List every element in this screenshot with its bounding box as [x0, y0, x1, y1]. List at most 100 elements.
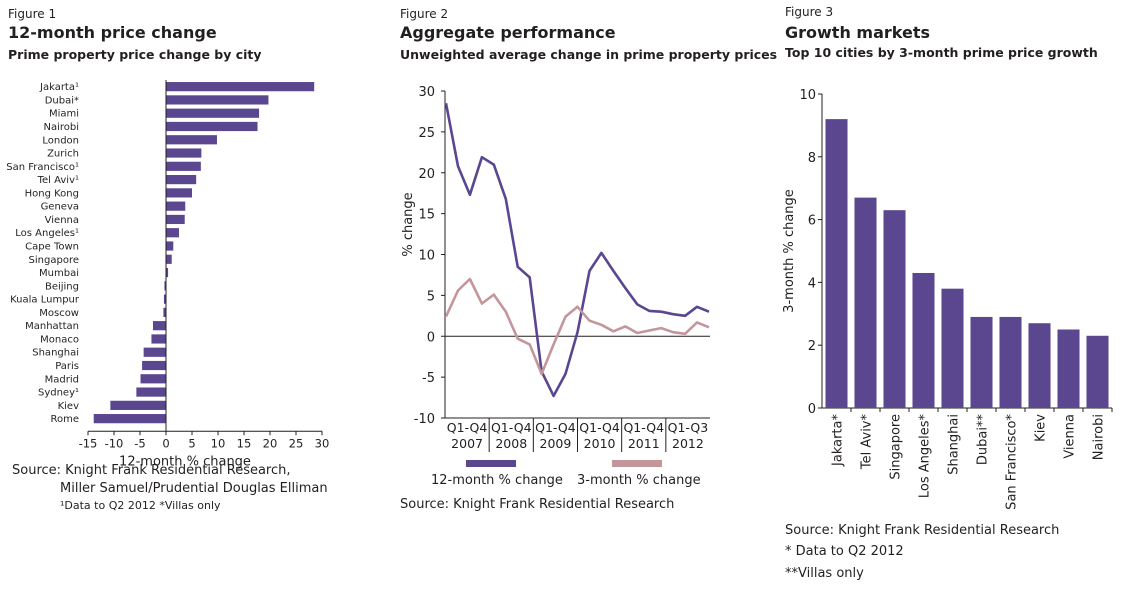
x-tick-label-1: -10	[105, 436, 124, 450]
bar-9	[166, 201, 186, 211]
bar-25	[93, 414, 166, 424]
category-label-17: Moscow	[39, 308, 79, 319]
y-tick-label-1: 2	[808, 339, 816, 354]
y-tick-label-5: 10	[799, 88, 816, 103]
category-label-0: Jakarta*	[831, 414, 846, 467]
y-tick-label-0: 0	[808, 402, 816, 417]
legend-swatch-1	[612, 460, 662, 467]
x-tick-label-5: 10	[211, 436, 226, 450]
x-group-quarters-1: Q1-Q4	[491, 420, 532, 435]
category-label-20: Shanghai	[32, 348, 79, 359]
category-label-4: London	[42, 135, 79, 146]
y-tick-label-5: 5	[427, 289, 435, 304]
category-label-19: Monaco	[40, 334, 79, 345]
legend-label-0: 12-month % change	[431, 473, 563, 488]
bar-3	[912, 272, 935, 408]
legend-swatch-0	[466, 460, 516, 467]
x-tick-label-3: 0	[162, 436, 169, 450]
bar-17	[163, 307, 166, 317]
figure-1-subtitle: Prime property price change by city	[8, 47, 262, 62]
figure-3-note-2: **Villas only	[785, 566, 864, 581]
y-tick-label-4: 8	[808, 151, 816, 166]
bar-12	[166, 241, 174, 251]
category-label-5: Zurich	[47, 149, 79, 160]
category-label-16: Kuala Lumpur	[10, 295, 80, 306]
figure-1-panel: Figure 1 12-month price change Prime pro…	[0, 0, 380, 594]
category-label-7: Kiev	[1034, 414, 1049, 442]
figure-1-source-line-1: Source: Knight Frank Residential Researc…	[12, 463, 291, 478]
category-label-14: Mumbai	[39, 268, 79, 279]
category-label-8: Vienna	[1063, 414, 1078, 459]
category-label-6: San Francisco*	[1005, 414, 1020, 510]
bar-23	[136, 387, 166, 397]
series-line-0	[444, 103, 710, 398]
bar-10	[166, 214, 185, 225]
bar-13	[166, 254, 172, 264]
x-tick-label-2: -5	[134, 436, 145, 450]
y-tick-label-1: 25	[418, 126, 435, 141]
category-label-18: Manhattan	[25, 321, 79, 332]
category-label-9: Geneva	[41, 202, 79, 213]
category-label-12: Cape Town	[25, 242, 79, 253]
bar-5	[166, 148, 202, 158]
bar-19	[151, 334, 166, 344]
category-label-4: Shanghai	[947, 414, 962, 475]
x-group-quarters-4: Q1-Q4	[623, 420, 664, 435]
bar-7	[1028, 323, 1051, 408]
bar-4	[941, 288, 964, 408]
bar-22	[140, 374, 166, 384]
bar-3	[166, 121, 258, 132]
x-tick-label-0: -15	[79, 436, 98, 450]
x-group-quarters-0: Q1-Q4	[447, 420, 488, 435]
series-line-1	[444, 277, 710, 376]
category-label-0: Jakarta¹	[39, 82, 79, 93]
category-label-6: San Francisco¹	[6, 162, 79, 173]
bar-9	[1086, 335, 1109, 408]
figure-1-chart: Jakarta¹ Dubai* Miami Nairobi London Zurich Sa…	[6, 80, 330, 469]
bar-6	[999, 316, 1022, 408]
category-label-25: Rome	[50, 414, 79, 425]
bar-11	[166, 228, 179, 238]
x-axis-label: 12-month % change	[119, 454, 251, 469]
x-group-year-2: 2009	[540, 436, 572, 451]
y-tick-label-3: 15	[418, 208, 435, 223]
y-axis-label: 3-month % change	[782, 189, 797, 313]
x-tick-label-9: 30	[315, 436, 330, 450]
y-axis-label: % change	[401, 192, 416, 256]
figure-3-note-1: * Data to Q2 2012	[785, 544, 904, 559]
x-group-quarters-5: Q1-Q3	[668, 420, 709, 435]
x-group-year-5: 2012	[672, 436, 704, 451]
bar-8	[1057, 329, 1080, 408]
x-group-quarters-3: Q1-Q4	[579, 420, 620, 435]
bar-16	[163, 294, 166, 304]
category-label-13: Singapore	[29, 255, 79, 266]
x-tick-label-8: 25	[289, 436, 304, 450]
x-group-quarters-2: Q1-Q4	[535, 420, 576, 435]
y-tick-label-3: 6	[808, 214, 816, 229]
bar-2	[166, 108, 260, 118]
category-label-22: Madrid	[45, 374, 79, 385]
category-label-2: Singapore	[889, 414, 904, 480]
category-label-5: Dubai**	[976, 414, 991, 466]
x-group-year-4: 2011	[628, 436, 660, 451]
category-label-9: Nairobi	[1092, 414, 1107, 460]
y-tick-label-0: 30	[418, 85, 435, 100]
bar-20	[143, 347, 166, 357]
y-tick-label-2: 4	[808, 276, 816, 291]
bar-0	[825, 119, 848, 409]
category-label-21: Paris	[55, 361, 79, 372]
bar-15	[164, 281, 166, 291]
figure-1-title: 12-month price change	[8, 23, 217, 42]
bar-21	[142, 360, 166, 371]
category-label-7: Tel Aviv¹	[37, 175, 79, 186]
y-tick-label-8: -10	[414, 412, 435, 427]
category-label-24: Kiev	[58, 401, 79, 412]
x-group-year-3: 2010	[584, 436, 616, 451]
bar-24	[110, 400, 166, 410]
bar-5	[970, 316, 993, 408]
figure-1-source-line-2: Miller Samuel/Prudential Douglas Elliman	[60, 481, 328, 496]
x-group-year-0: 2007	[451, 436, 483, 451]
bar-14	[166, 267, 169, 278]
category-label-10: Vienna	[45, 215, 79, 226]
